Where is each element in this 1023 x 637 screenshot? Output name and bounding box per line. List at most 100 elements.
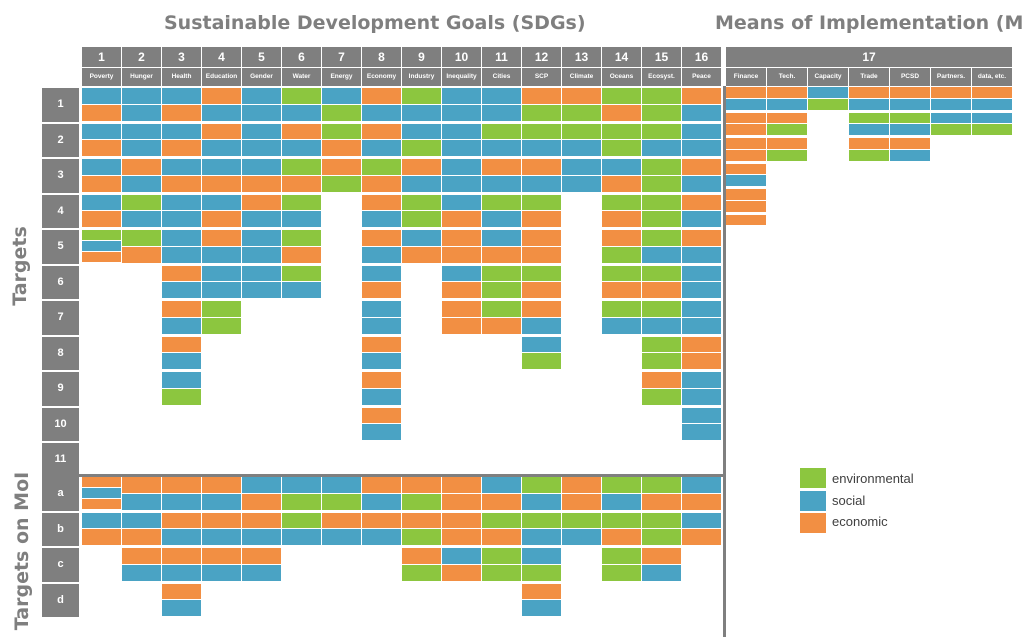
target-cell-segment bbox=[642, 140, 681, 156]
target-cell-segment bbox=[82, 252, 121, 263]
target-cell-segment bbox=[602, 230, 641, 246]
target-cell-segment bbox=[162, 548, 201, 564]
target-cell-segment bbox=[442, 317, 481, 334]
target-cell-segment bbox=[602, 529, 641, 545]
target-cell-segment bbox=[162, 353, 201, 369]
target-cell-segment bbox=[602, 211, 641, 227]
goal-number-header: 2 bbox=[122, 47, 161, 67]
target-cell-segment bbox=[642, 265, 681, 282]
target-cell-segment bbox=[82, 499, 121, 510]
legend-swatch-environmental bbox=[800, 468, 826, 488]
target-cell-segment bbox=[242, 282, 281, 298]
target-cell-segment bbox=[322, 88, 361, 104]
target-cell-segment bbox=[642, 317, 681, 334]
moi-cell-segment bbox=[849, 149, 889, 161]
target-cell-segment bbox=[682, 88, 721, 104]
target-cell-segment bbox=[122, 211, 161, 227]
target-cell-segment bbox=[402, 548, 441, 564]
target-cell-segment bbox=[682, 372, 721, 388]
target-cell-segment bbox=[682, 512, 721, 529]
moi-cell-segment bbox=[767, 124, 807, 135]
goal-name-header: Cities bbox=[482, 68, 521, 86]
moi-cell-segment bbox=[726, 149, 766, 161]
row-label: 9 bbox=[42, 372, 79, 406]
goal-number-header: 10 bbox=[442, 47, 481, 67]
target-cell-segment bbox=[282, 246, 321, 263]
moi-cell-segment bbox=[808, 98, 848, 110]
target-cell-segment bbox=[682, 529, 721, 545]
goal-number-header: 15 bbox=[642, 47, 681, 67]
row-label: 4 bbox=[42, 194, 79, 228]
target-cell-segment bbox=[562, 88, 601, 104]
legend-label-environmental: environmental bbox=[832, 471, 914, 486]
target-cell-segment bbox=[82, 159, 121, 175]
target-cell-segment bbox=[202, 88, 241, 104]
moi-cell-segment bbox=[890, 112, 930, 124]
target-cell-segment bbox=[202, 194, 241, 211]
target-cell-segment bbox=[162, 529, 201, 545]
goal-number-header: 9 bbox=[402, 47, 441, 67]
goal-name-header: Peace bbox=[682, 68, 721, 86]
target-cell-segment bbox=[242, 175, 281, 192]
target-cell-segment bbox=[362, 175, 401, 192]
target-cell-segment bbox=[202, 211, 241, 227]
target-cell-segment bbox=[362, 407, 401, 424]
row-label: 11 bbox=[42, 443, 79, 477]
moi-sub-header: Finance bbox=[726, 68, 766, 86]
target-cell-segment bbox=[482, 140, 521, 156]
target-cell-segment bbox=[362, 159, 401, 175]
target-cell-segment bbox=[362, 512, 401, 529]
goal-number-header: 1 bbox=[82, 47, 121, 67]
target-cell-segment bbox=[642, 194, 681, 211]
target-cell-segment bbox=[202, 230, 241, 246]
targets-side-label: Targets bbox=[9, 226, 31, 306]
target-cell-segment bbox=[602, 548, 641, 564]
target-cell-segment bbox=[482, 477, 521, 493]
target-cell-segment bbox=[522, 159, 561, 175]
target-cell-segment bbox=[122, 123, 161, 140]
target-cell-segment bbox=[562, 175, 601, 192]
target-cell-segment bbox=[202, 140, 241, 156]
target-cell-segment bbox=[522, 265, 561, 282]
target-cell-segment bbox=[642, 336, 681, 353]
target-cell-segment bbox=[362, 282, 401, 298]
target-cell-segment bbox=[202, 564, 241, 581]
moi-cell-segment bbox=[726, 98, 766, 110]
target-cell-segment bbox=[562, 529, 601, 545]
target-cell-segment bbox=[202, 529, 241, 545]
moi-cell-segment bbox=[726, 200, 766, 212]
target-cell-segment bbox=[162, 123, 201, 140]
target-cell-segment bbox=[562, 477, 601, 493]
target-cell-segment bbox=[482, 211, 521, 227]
target-cell-segment bbox=[522, 317, 561, 334]
row-label: 5 bbox=[42, 230, 79, 264]
moi-cell-segment bbox=[849, 87, 889, 98]
target-cell-segment bbox=[602, 493, 641, 510]
moi-sub-header: Capacity bbox=[808, 68, 848, 86]
target-cell-segment bbox=[202, 477, 241, 493]
target-cell-segment bbox=[482, 317, 521, 334]
target-cell-segment bbox=[522, 583, 561, 600]
target-cell-segment bbox=[162, 600, 201, 616]
target-cell-segment bbox=[362, 493, 401, 510]
target-cell-segment bbox=[482, 282, 521, 298]
target-cell-segment bbox=[642, 175, 681, 192]
target-cell-segment bbox=[162, 175, 201, 192]
target-cell-segment bbox=[162, 104, 201, 121]
target-cell-segment bbox=[522, 493, 561, 510]
target-cell-segment bbox=[602, 512, 641, 529]
target-cell-segment bbox=[682, 211, 721, 227]
target-cell-segment bbox=[242, 477, 281, 493]
target-cell-segment bbox=[362, 529, 401, 545]
target-cell-segment bbox=[522, 194, 561, 211]
target-cell-segment bbox=[442, 140, 481, 156]
target-cell-segment bbox=[162, 265, 201, 282]
target-cell-segment bbox=[362, 353, 401, 369]
target-cell-segment bbox=[202, 282, 241, 298]
target-cell-segment bbox=[442, 194, 481, 211]
goal-name-header: Oceans bbox=[602, 68, 641, 86]
row-label: 8 bbox=[42, 336, 79, 370]
target-cell-segment bbox=[482, 175, 521, 192]
target-cell-segment bbox=[202, 548, 241, 564]
target-cell-segment bbox=[642, 548, 681, 564]
